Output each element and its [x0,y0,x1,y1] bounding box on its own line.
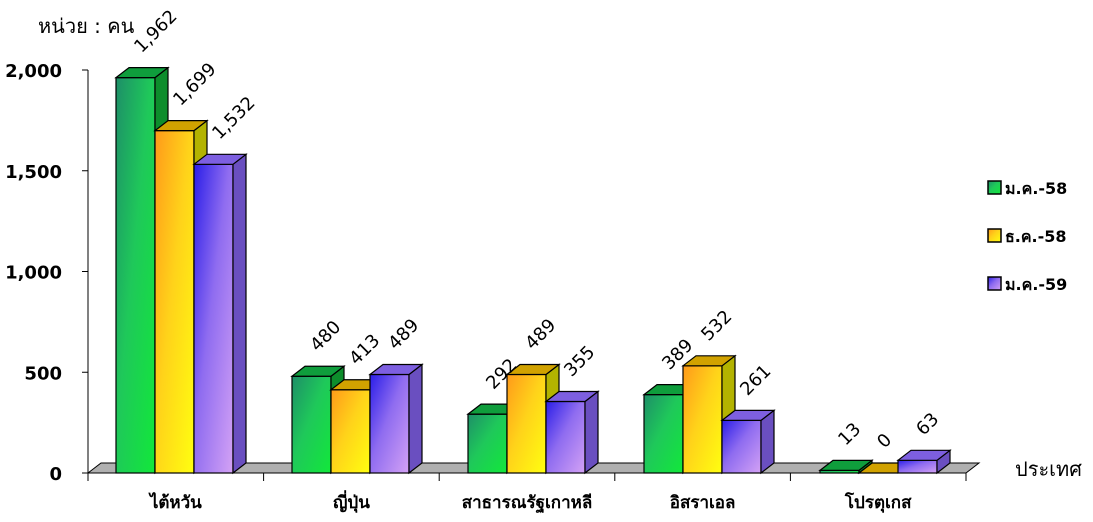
y-tick-label: 1,500 [5,162,62,183]
data-label: 489 [521,315,560,354]
data-label: 13 [834,419,865,450]
x-axis-title: ประเทศ [1015,457,1082,481]
legend-label: ม.ค.-59 [1005,275,1067,294]
data-label: 1,699 [169,59,220,110]
data-label: 480 [306,317,345,356]
legend-item: ธ.ค.-58 [987,227,1067,246]
legend-label: ม.ค.-58 [1005,179,1067,198]
data-label: 355 [560,342,599,381]
data-label: 0 [873,430,896,453]
data-label: 261 [736,361,775,400]
bar [192,153,248,475]
y-tick-label: 500 [24,363,62,384]
data-label: 1,962 [130,6,181,57]
bar [368,363,424,475]
data-label: 532 [697,306,736,345]
legend-label: ธ.ค.-58 [1005,227,1067,246]
bar [896,449,952,475]
x-category-label: สาธารณรัฐเกาหลี [462,492,593,514]
data-label: 413 [345,330,384,369]
y-tick-label: 2,000 [5,61,62,82]
legend-item: ม.ค.-59 [987,275,1067,294]
legend-swatch [987,180,1002,195]
bar [818,459,874,475]
x-category-label: อิสราเอล [670,493,736,513]
y-tick-label: 0 [49,464,62,485]
legend-swatch [987,276,1002,291]
y-tick-label: 1,000 [5,263,62,284]
x-category-label: ไต้หวัน [148,492,202,513]
legend-swatch [987,228,1002,243]
legend-item: ม.ค.-58 [987,179,1067,198]
x-category-label: โปรตุเกส [844,492,912,513]
bar [720,409,776,475]
data-label: 1,532 [208,93,259,144]
data-label: 489 [384,315,423,354]
unit-label: หน่วย : คน [38,14,135,38]
data-label: 63 [912,409,943,440]
x-category-label: ญี่ปุ่น [333,490,370,513]
bar [544,390,600,475]
